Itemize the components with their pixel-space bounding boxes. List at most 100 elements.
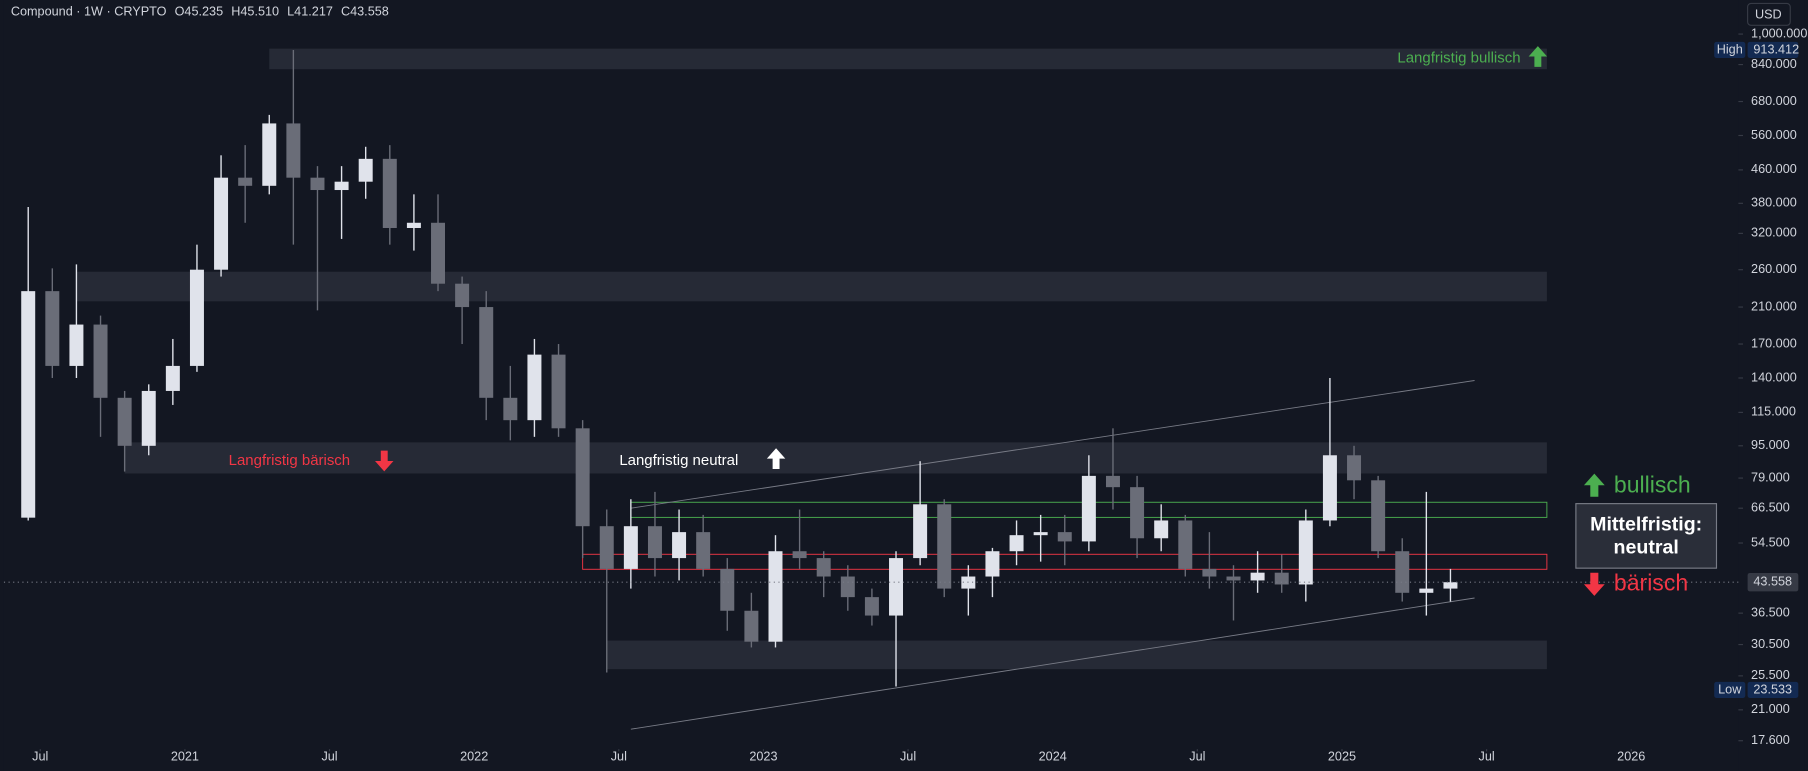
candle-body <box>889 558 904 616</box>
candle-body <box>141 390 156 446</box>
trend-line <box>630 597 1475 730</box>
ohlc-high: H45.510 <box>231 5 279 19</box>
currency-label[interactable]: USD <box>1755 7 1782 21</box>
y-tick-label: 36.500 <box>1751 605 1790 619</box>
candles-layer <box>21 49 1458 687</box>
candle-body <box>1250 572 1265 581</box>
x-tick-label: 2021 <box>171 750 199 764</box>
candle-body <box>792 551 807 559</box>
annotation: Langfristig bullisch <box>1397 50 1520 67</box>
extreme-name: High <box>1717 42 1743 56</box>
x-tick-label: Jul <box>1479 750 1495 764</box>
y-tick-label: 460.000 <box>1751 162 1797 176</box>
candle-body <box>431 222 446 284</box>
candle-body <box>1105 475 1120 488</box>
candle-body <box>69 324 84 366</box>
annotation: bärisch <box>1614 569 1688 595</box>
candle-body <box>93 324 108 398</box>
annotation: neutral <box>1614 537 1679 559</box>
candle-body <box>455 283 470 308</box>
y-tick-label: 260.000 <box>1751 262 1797 276</box>
legend-header: Compound · 1W · CRYPTO O45.235 H45.510 L41.… <box>11 5 389 19</box>
candle-body <box>864 597 879 616</box>
zone <box>606 640 1547 670</box>
x-tick-label: 2025 <box>1328 750 1356 764</box>
x-tick-label: 2022 <box>460 750 488 764</box>
candle-body <box>1033 532 1048 536</box>
annotation: bullisch <box>1614 471 1691 497</box>
candle-body <box>1298 520 1313 585</box>
y-tick-label: 115.000 <box>1751 405 1796 419</box>
candle-body <box>527 354 542 421</box>
price-axis <box>1738 0 1805 771</box>
extreme-name-box <box>1714 41 1746 58</box>
candle-body <box>165 365 180 391</box>
candle-body <box>358 158 373 182</box>
candle-body <box>1395 551 1410 593</box>
zone <box>269 48 1547 70</box>
candle-body <box>623 526 638 569</box>
y-tick-label: 840.000 <box>1751 57 1797 71</box>
candle-body <box>262 123 277 186</box>
annotation: Langfristig neutral <box>619 452 738 469</box>
candle-body <box>1081 475 1096 542</box>
candle-body <box>21 291 36 518</box>
candle-body <box>406 222 421 228</box>
candle-body <box>1347 455 1362 481</box>
candle-body <box>503 397 518 421</box>
y-tick-label: 21.000 <box>1751 702 1790 716</box>
y-tick-label: 1,000.000 <box>1751 26 1807 40</box>
candle-body <box>310 177 325 191</box>
candle-body <box>334 181 349 191</box>
extreme-value: 23.533 <box>1753 682 1792 696</box>
trend-line <box>630 380 1475 509</box>
candle-body <box>1322 455 1337 521</box>
candle-body <box>720 568 735 611</box>
candle-body <box>1130 487 1145 539</box>
candle-body <box>1274 572 1289 585</box>
y-tick-label: 380.000 <box>1751 196 1797 210</box>
candle-body <box>1202 568 1217 577</box>
symbol: Compound · 1W · CRYPTO <box>11 5 167 19</box>
extreme-name-box <box>1714 681 1746 698</box>
arrow-down <box>1583 572 1605 596</box>
x-tick-label: Jul <box>900 750 916 764</box>
y-tick-label: 140.000 <box>1751 370 1797 384</box>
extreme-name: Low <box>1718 682 1742 696</box>
arrow-up <box>1583 473 1605 497</box>
ohlc-open: O45.235 <box>175 5 224 19</box>
currency-button[interactable] <box>1747 2 1791 26</box>
candle-body <box>768 551 783 642</box>
y-tick-label: 54.500 <box>1751 535 1790 549</box>
y-tick-label: 320.000 <box>1751 226 1797 240</box>
ohlc-close: C43.558 <box>341 5 389 19</box>
x-tick-label: 2026 <box>1617 750 1645 764</box>
x-tick-label: Jul <box>611 750 627 764</box>
candle-body <box>672 532 687 559</box>
x-tick-label: 2023 <box>749 750 777 764</box>
zone <box>76 271 1547 302</box>
y-tick-label: 680.000 <box>1751 94 1797 108</box>
candle-body <box>1057 532 1072 542</box>
candle-body <box>816 558 831 577</box>
x-tick-label: 2024 <box>1039 750 1067 764</box>
x-tick-label: Jul <box>321 750 337 764</box>
x-tick-label: Jul <box>1189 750 1205 764</box>
extreme-value: 913.412 <box>1753 42 1799 56</box>
candle-body <box>214 177 229 270</box>
candle-body <box>117 397 132 446</box>
y-tick-label: 25.500 <box>1751 668 1790 682</box>
candle-body <box>1154 520 1169 539</box>
candle-body <box>1371 480 1386 552</box>
arrow-up <box>766 448 786 470</box>
trend-layer <box>630 380 1475 730</box>
candle-body <box>479 307 494 398</box>
candle-body <box>647 526 662 559</box>
candle-body <box>599 526 614 569</box>
annotation-box <box>1575 503 1718 569</box>
candle-body <box>575 428 590 527</box>
y-tick-label: 95.000 <box>1751 438 1790 452</box>
candle-body <box>913 504 928 559</box>
